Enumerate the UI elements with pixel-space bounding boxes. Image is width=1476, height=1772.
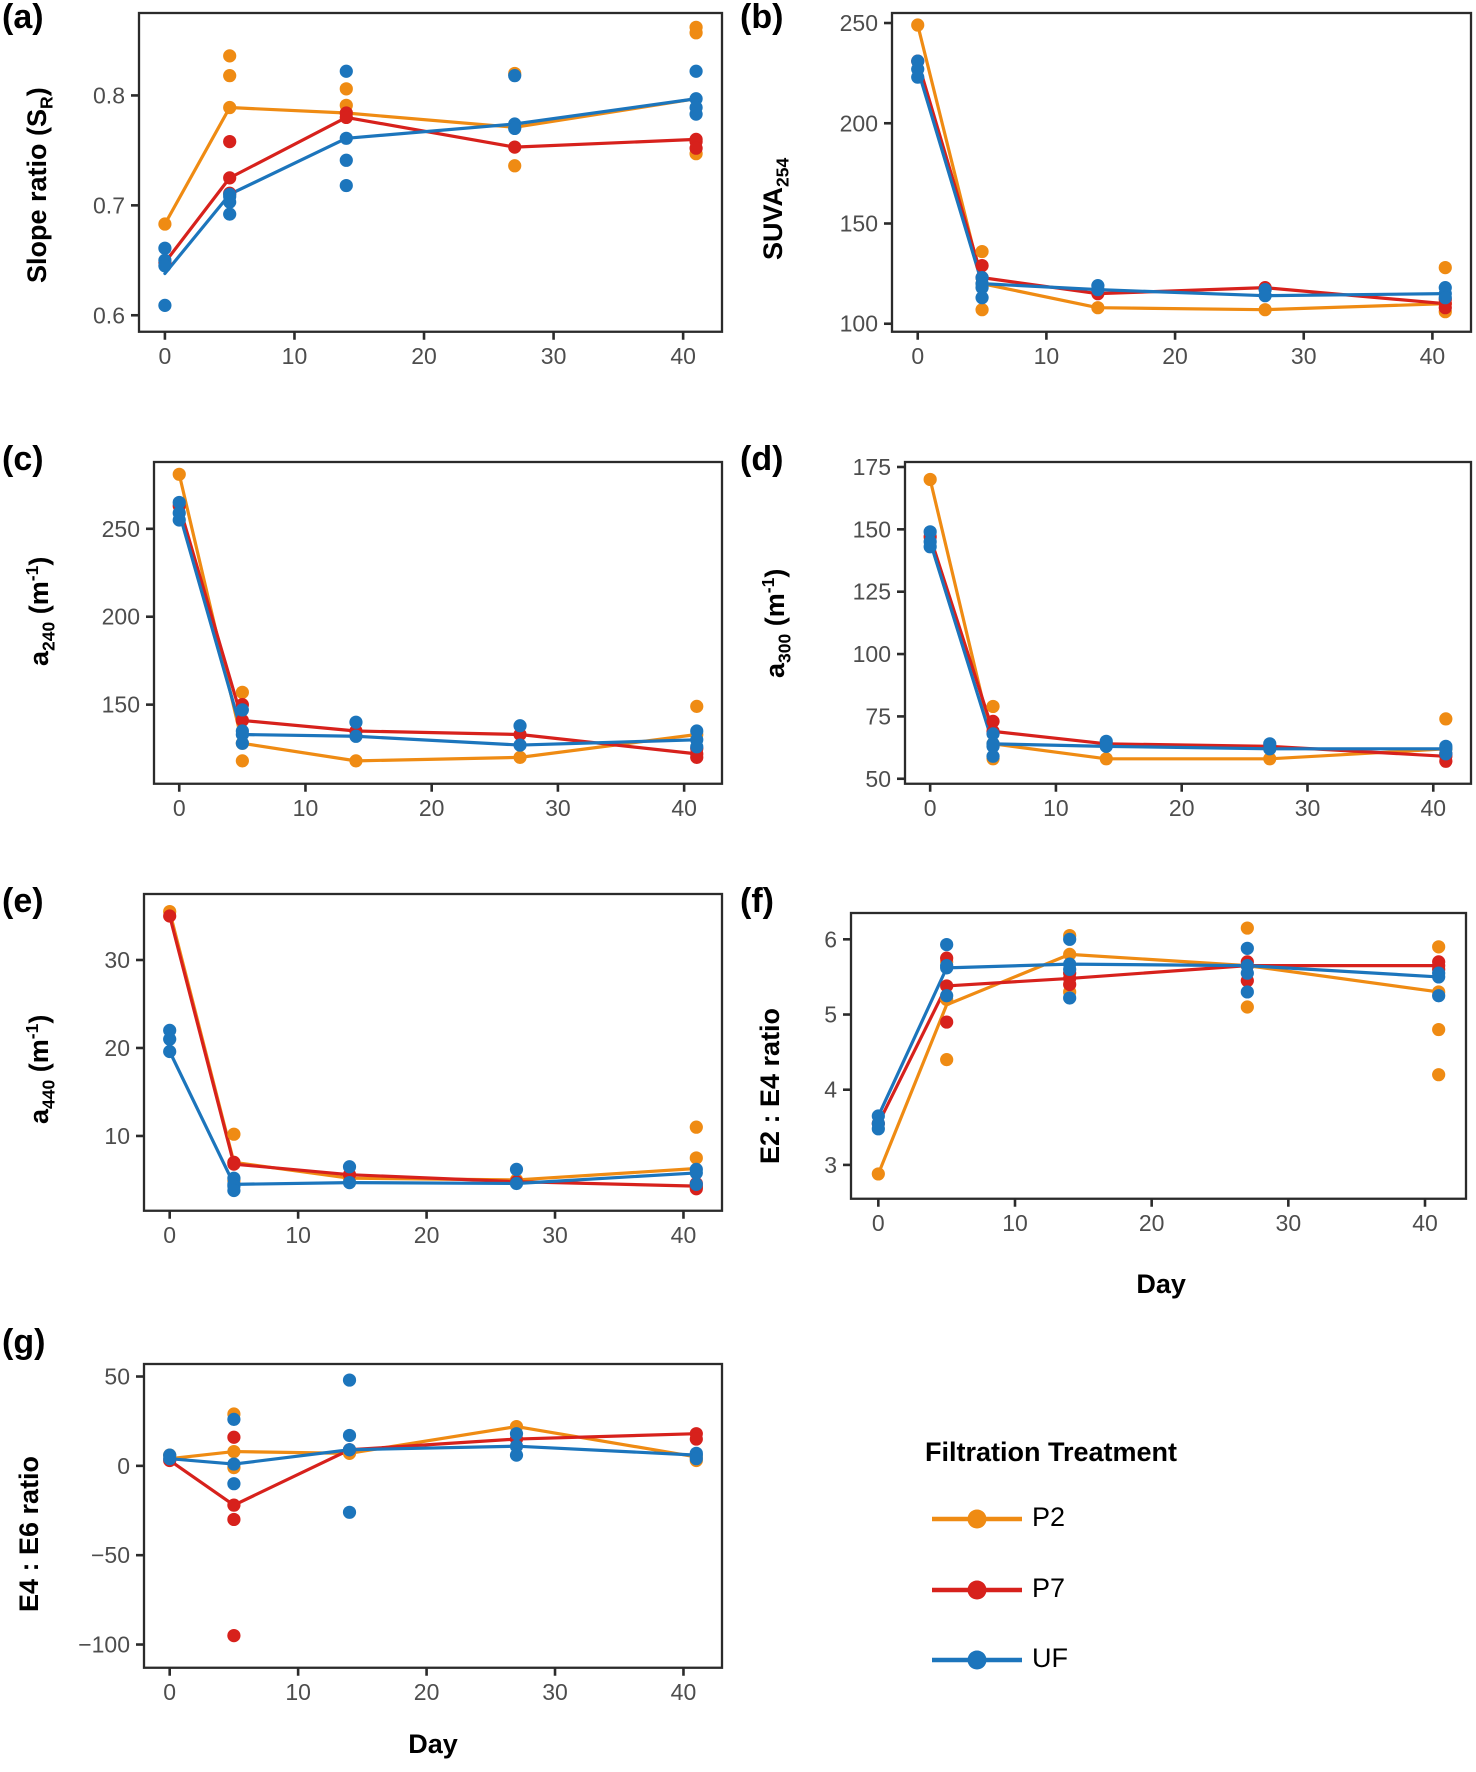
svg-text:20: 20	[414, 1221, 440, 1247]
svg-text:100: 100	[853, 641, 891, 667]
svg-text:20: 20	[1139, 1209, 1165, 1235]
svg-text:30: 30	[542, 1679, 568, 1705]
svg-text:10: 10	[285, 1679, 311, 1705]
svg-text:40: 40	[1420, 795, 1446, 821]
svg-text:30: 30	[542, 1221, 568, 1247]
svg-text:0: 0	[163, 1679, 176, 1705]
svg-text:−100: −100	[78, 1632, 130, 1658]
svg-text:10: 10	[104, 1122, 130, 1148]
svg-text:40: 40	[671, 1221, 697, 1247]
svg-text:0: 0	[163, 1221, 176, 1247]
svg-text:10: 10	[1002, 1209, 1028, 1235]
svg-text:10: 10	[285, 1221, 311, 1247]
svg-text:0.6: 0.6	[93, 302, 125, 328]
svg-text:30: 30	[1276, 1209, 1302, 1235]
svg-text:0: 0	[117, 1453, 130, 1479]
svg-text:−50: −50	[91, 1542, 130, 1568]
svg-text:10: 10	[293, 795, 319, 821]
svg-text:20: 20	[419, 795, 445, 821]
svg-text:175: 175	[853, 454, 891, 480]
svg-text:5: 5	[824, 1001, 837, 1027]
svg-text:0: 0	[159, 343, 172, 369]
svg-text:100: 100	[840, 311, 878, 337]
svg-text:30: 30	[104, 946, 130, 972]
svg-text:40: 40	[670, 343, 696, 369]
svg-text:150: 150	[102, 691, 140, 717]
svg-text:50: 50	[104, 1364, 130, 1390]
svg-text:75: 75	[865, 703, 891, 729]
svg-text:20: 20	[104, 1034, 130, 1060]
svg-text:40: 40	[1412, 1209, 1438, 1235]
svg-text:30: 30	[541, 343, 567, 369]
svg-text:20: 20	[1162, 343, 1188, 369]
svg-text:0.8: 0.8	[93, 82, 125, 108]
svg-text:200: 200	[102, 603, 140, 629]
svg-text:150: 150	[840, 211, 878, 237]
svg-text:250: 250	[102, 516, 140, 542]
svg-text:40: 40	[671, 1679, 697, 1705]
svg-text:0.7: 0.7	[93, 192, 125, 218]
svg-text:10: 10	[1034, 343, 1060, 369]
svg-text:6: 6	[824, 926, 837, 952]
svg-text:200: 200	[840, 110, 878, 136]
svg-text:4: 4	[824, 1076, 837, 1102]
svg-text:30: 30	[1291, 343, 1317, 369]
svg-text:10: 10	[1043, 795, 1069, 821]
svg-text:0: 0	[173, 795, 186, 821]
svg-text:125: 125	[853, 578, 891, 604]
svg-text:20: 20	[414, 1679, 440, 1705]
svg-text:0: 0	[872, 1209, 885, 1235]
svg-text:3: 3	[824, 1151, 837, 1177]
svg-text:150: 150	[853, 516, 891, 542]
svg-text:50: 50	[865, 766, 891, 792]
svg-text:20: 20	[1169, 795, 1195, 821]
svg-text:30: 30	[545, 795, 571, 821]
svg-text:40: 40	[1420, 343, 1446, 369]
svg-text:40: 40	[671, 795, 697, 821]
svg-text:30: 30	[1295, 795, 1321, 821]
svg-text:20: 20	[411, 343, 437, 369]
svg-text:10: 10	[282, 343, 308, 369]
svg-text:0: 0	[911, 343, 924, 369]
svg-text:250: 250	[840, 10, 878, 36]
svg-text:0: 0	[924, 795, 937, 821]
